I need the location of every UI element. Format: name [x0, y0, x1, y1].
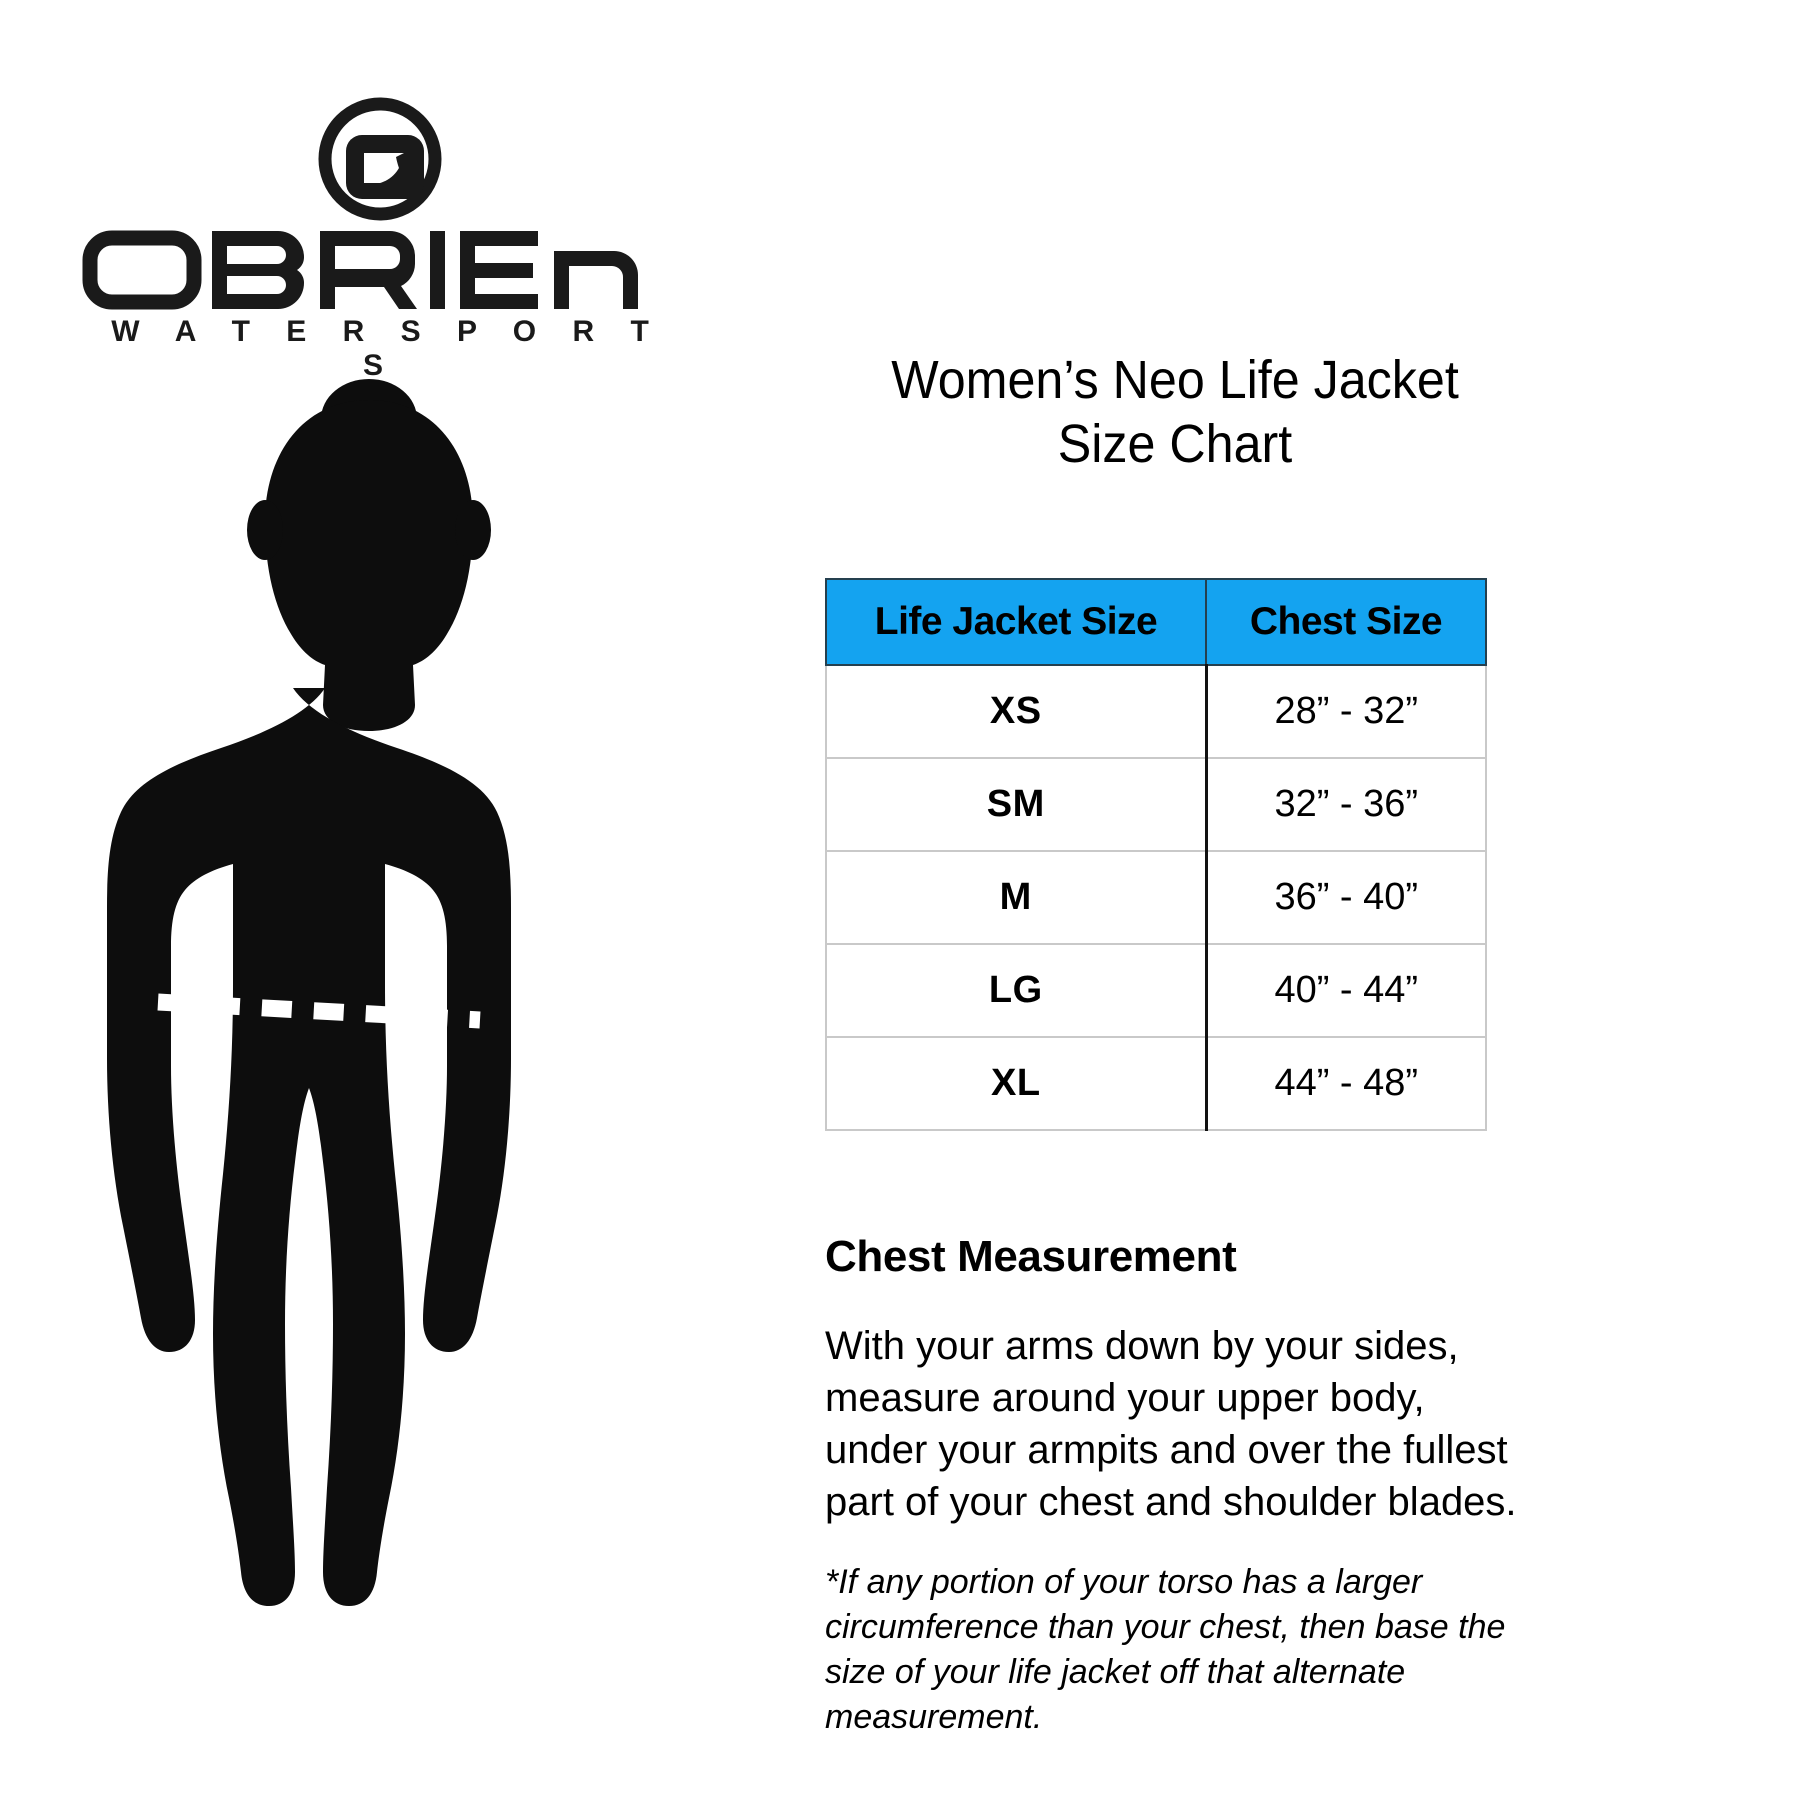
table-row: SM 32” - 36” [825, 758, 1487, 852]
cell-chest: 44” - 48” [1204, 1037, 1487, 1131]
table-row: LG 40” - 44” [825, 944, 1487, 1038]
female-silhouette-illustration [60, 370, 760, 1800]
chest-measurement-footnote: *If any portion of your torso has a larg… [825, 1560, 1515, 1740]
cell-chest: 28” - 32” [1204, 665, 1487, 759]
cell-size: XL [825, 1037, 1207, 1131]
table-row: XL 44” - 48” [825, 1037, 1487, 1131]
table-row: M 36” - 40” [825, 851, 1487, 945]
page-title-line-2: Size Chart [1057, 414, 1293, 474]
page-title-line-1: Women’s Neo Life Jacket [891, 350, 1459, 410]
dashed-chest-measure-line-icon [157, 993, 481, 1029]
instruction-line: With your arms down by your sides, [825, 1324, 1459, 1368]
cell-size: M [825, 851, 1207, 945]
brand-and-illustration-panel: W A T E R S P O R T S [0, 0, 800, 1800]
page-title: Women’s Neo Life Jacket Size Chart [850, 348, 1501, 476]
footnote-line: circumference than your chest, then base… [825, 1608, 1506, 1646]
size-chart-table: Life Jacket Size Chest Size XS 28” - 32”… [825, 578, 1487, 1131]
obrien-circle-logo-icon [318, 97, 442, 221]
female-torso-silhouette-icon [107, 379, 511, 1606]
cell-chest: 32” - 36” [1204, 758, 1487, 852]
footnote-line: measurement. [825, 1698, 1043, 1736]
instruction-line: under your armpits and over the fullest [825, 1428, 1508, 1472]
cell-size: SM [825, 758, 1207, 852]
table-header-row: Life Jacket Size Chest Size [825, 578, 1487, 666]
size-chart-panel: Women’s Neo Life Jacket Size Chart Life … [800, 0, 1800, 1800]
cell-chest: 40” - 44” [1204, 944, 1487, 1038]
cell-size: XS [825, 665, 1207, 759]
instruction-line: part of your chest and shoulder blades. [825, 1480, 1517, 1524]
column-header-life-jacket-size: Life Jacket Size [825, 578, 1207, 666]
footnote-line: *If any portion of your torso has a larg… [825, 1563, 1423, 1601]
table-row: XS 28” - 32” [825, 665, 1487, 759]
chest-measurement-heading: Chest Measurement [825, 1232, 1237, 1281]
chest-measurement-instructions: With your arms down by your sides, measu… [825, 1320, 1517, 1528]
column-header-chest-size: Chest Size [1205, 578, 1487, 666]
obrien-wordmark-icon [82, 230, 638, 310]
cell-size: LG [825, 944, 1207, 1038]
obrien-logo: W A T E R S P O R T S [70, 95, 690, 383]
obrien-subtitle: W A T E R S P O R T S [111, 315, 663, 382]
footnote-line: size of your life jacket off that altern… [825, 1653, 1406, 1691]
cell-chest: 36” - 40” [1204, 851, 1487, 945]
instruction-line: measure around your upper body, [825, 1376, 1425, 1420]
